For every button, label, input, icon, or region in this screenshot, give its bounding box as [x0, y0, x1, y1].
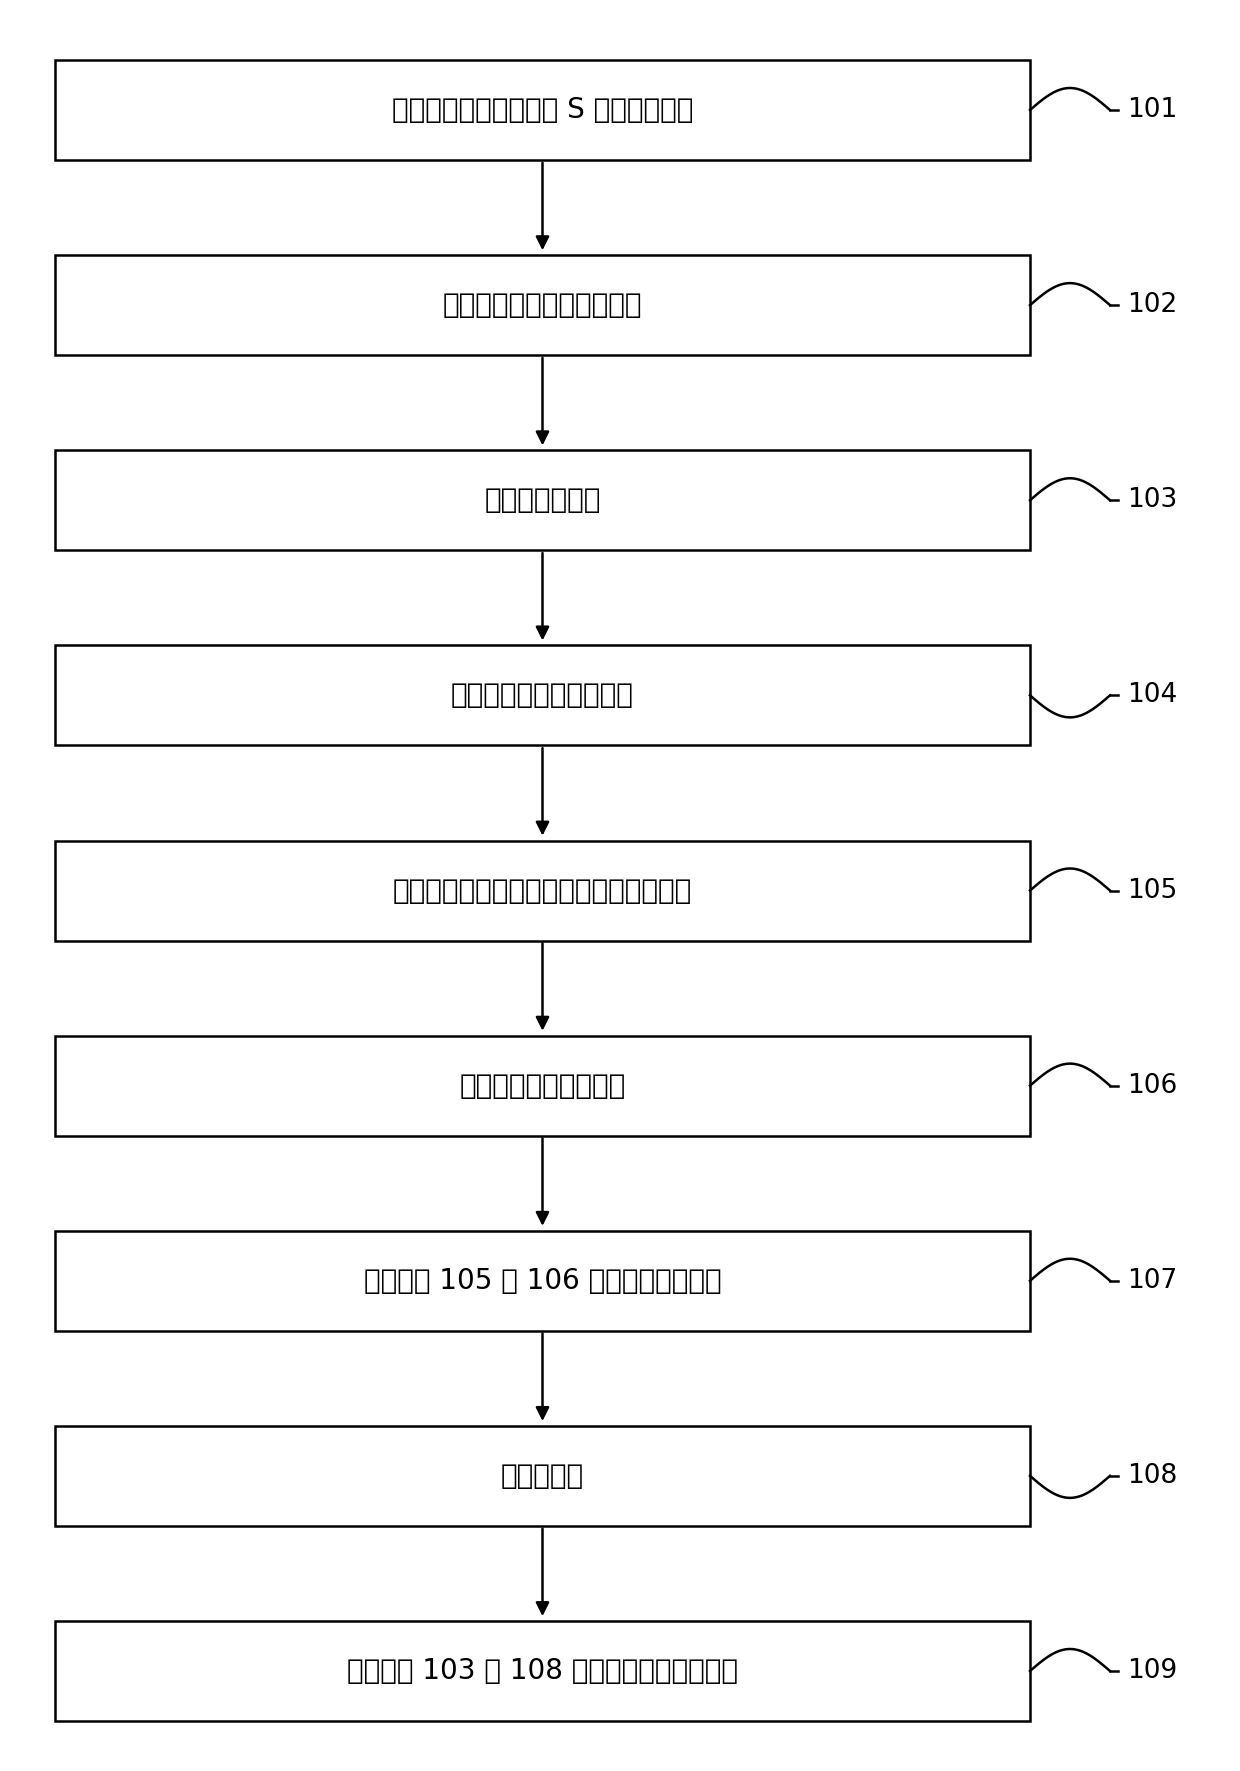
Text: 109: 109	[1127, 1658, 1177, 1684]
FancyBboxPatch shape	[55, 255, 1030, 356]
FancyBboxPatch shape	[55, 645, 1030, 746]
Text: 构建离散曲线的优化方程: 构建离散曲线的优化方程	[451, 682, 634, 710]
Text: 101: 101	[1127, 97, 1177, 122]
FancyBboxPatch shape	[55, 450, 1030, 551]
FancyBboxPatch shape	[55, 60, 1030, 159]
FancyBboxPatch shape	[55, 1036, 1030, 1135]
Text: 107: 107	[1127, 1268, 1177, 1295]
Text: 重复步骤 105 和 106 直至满足收敛条件: 重复步骤 105 和 106 直至满足收敛条件	[363, 1266, 722, 1295]
Text: 依次输入位于网格曲面 S 的若干插值点: 依次输入位于网格曲面 S 的若干插值点	[392, 96, 693, 124]
FancyBboxPatch shape	[55, 1231, 1030, 1330]
FancyBboxPatch shape	[55, 1426, 1030, 1527]
Text: 重复步骤 103 至 108 直至满足退出循环条件: 重复步骤 103 至 108 直至满足退出循环条件	[347, 1658, 738, 1684]
Text: 105: 105	[1127, 877, 1177, 903]
FancyBboxPatch shape	[55, 1620, 1030, 1721]
Text: 数值求解曲线顶点坐标: 数值求解曲线顶点坐标	[459, 1071, 626, 1100]
Text: 计算曲线顶点所在的面片集并将其参数化: 计算曲线顶点所在的面片集并将其参数化	[393, 877, 692, 905]
Text: 108: 108	[1127, 1463, 1177, 1489]
Text: 106: 106	[1127, 1073, 1177, 1098]
FancyBboxPatch shape	[55, 841, 1030, 940]
Text: 104: 104	[1127, 682, 1177, 708]
Text: 102: 102	[1127, 292, 1177, 319]
Text: 103: 103	[1127, 487, 1177, 514]
Text: 离散采样曲线段: 离散采样曲线段	[485, 487, 600, 514]
Text: 根据插值点，构造初始曲线: 根据插值点，构造初始曲线	[443, 290, 642, 319]
Text: 投影曲线段: 投影曲线段	[501, 1461, 584, 1489]
